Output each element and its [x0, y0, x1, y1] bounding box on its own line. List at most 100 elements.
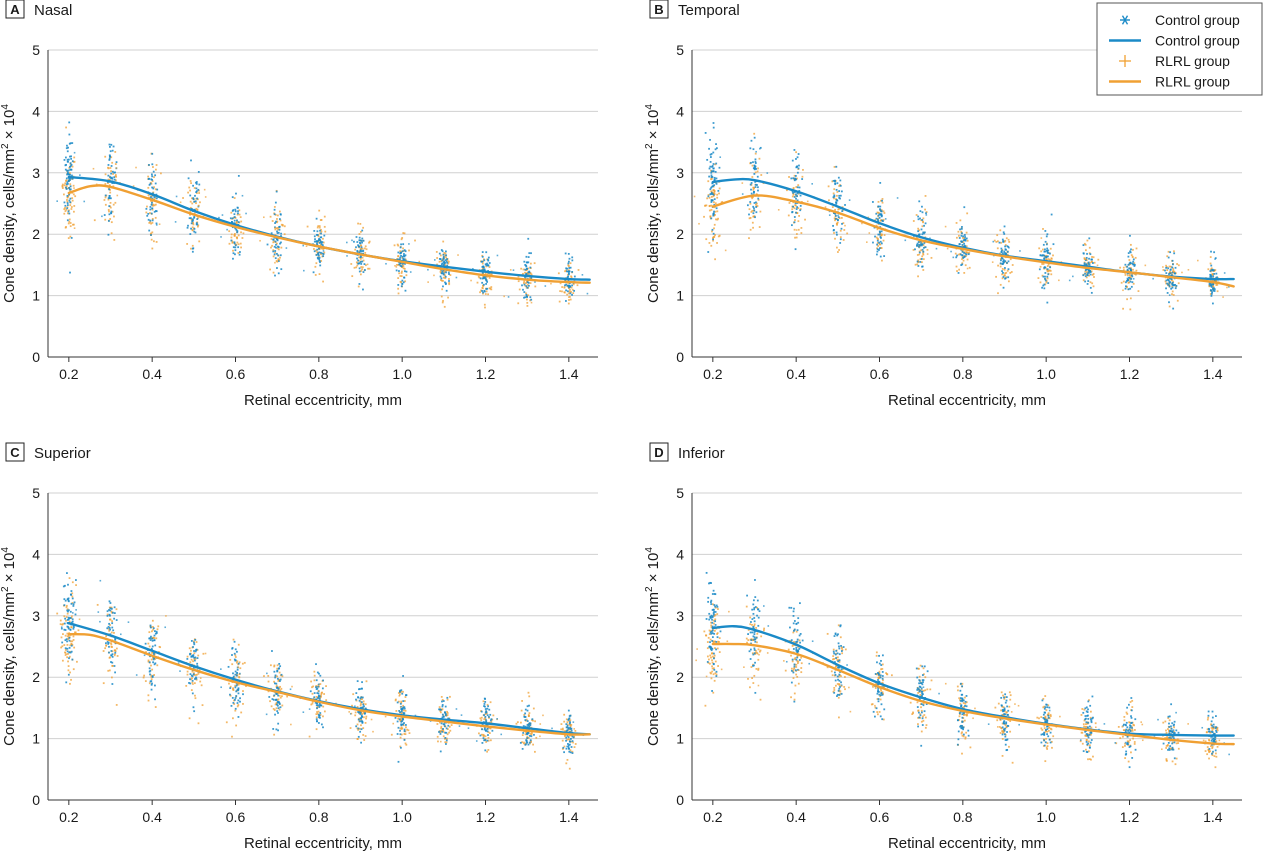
rlrl-point: [833, 687, 835, 689]
control-point: [756, 637, 758, 639]
rlrl-point: [759, 158, 761, 160]
control-point: [1005, 253, 1007, 255]
control-point: [1128, 288, 1130, 290]
rlrl-point: [927, 253, 929, 255]
control-point: [528, 256, 530, 258]
control-point: [710, 631, 712, 633]
control-point: [568, 267, 570, 269]
rlrl-point: [1123, 281, 1125, 283]
rlrl-point: [235, 725, 237, 727]
rlrl-point: [64, 184, 66, 186]
rlrl-point: [273, 681, 275, 683]
rlrl-point: [510, 269, 512, 271]
control-point: [923, 233, 925, 235]
control-point: [114, 179, 116, 181]
control-point: [750, 639, 752, 641]
control-point: [109, 146, 111, 148]
control-point: [922, 693, 924, 695]
control-point: [480, 735, 482, 737]
rlrl-point: [785, 670, 787, 672]
control-point: [242, 195, 244, 197]
control-point: [356, 241, 358, 243]
rlrl-point: [832, 206, 834, 208]
y-tick-label: 3: [32, 165, 40, 181]
rlrl-point: [148, 700, 150, 702]
control-point: [113, 146, 115, 148]
rlrl-point: [530, 733, 532, 735]
control-point: [835, 215, 837, 217]
rlrl-point: [362, 727, 364, 729]
rlrl-point: [111, 232, 113, 234]
control-point: [232, 210, 234, 212]
rlrl-point: [710, 672, 712, 674]
control-fit-line: [69, 623, 590, 734]
control-point: [962, 244, 964, 246]
rlrl-point: [564, 286, 566, 288]
rlrl-point: [706, 676, 708, 678]
control-point: [401, 285, 403, 287]
rlrl-point: [350, 727, 352, 729]
control-point: [359, 267, 361, 269]
control-point: [238, 716, 240, 718]
rlrl-point: [869, 232, 871, 234]
rlrl-point: [875, 687, 877, 689]
rlrl-point: [794, 219, 796, 221]
x-tick-label: 0.2: [59, 809, 79, 825]
rlrl-point: [800, 667, 802, 669]
control-point: [355, 246, 357, 248]
rlrl-point: [73, 224, 75, 226]
rlrl-point: [1000, 242, 1002, 244]
control-point: [112, 656, 114, 658]
rlrl-point: [924, 209, 926, 211]
scatter-points: [694, 122, 1230, 310]
rlrl-point: [1091, 282, 1093, 284]
control-point: [1044, 278, 1046, 280]
rlrl-point: [270, 216, 272, 218]
rlrl-point: [273, 666, 275, 668]
rlrl-point: [151, 231, 153, 233]
rlrl-point: [917, 275, 919, 277]
rlrl-point: [706, 197, 708, 199]
rlrl-point: [996, 234, 998, 236]
rlrl-point: [795, 666, 797, 668]
rlrl-point: [760, 174, 762, 176]
control-point: [796, 208, 798, 210]
rlrl-point: [354, 714, 356, 716]
control-point: [487, 265, 489, 267]
control-point: [114, 612, 116, 614]
control-point: [834, 180, 836, 182]
control-point: [530, 735, 532, 737]
control-point: [757, 176, 759, 178]
rlrl-point: [64, 182, 66, 184]
rlrl-point: [716, 194, 718, 196]
rlrl-point: [964, 738, 966, 740]
rlrl-point: [185, 685, 187, 687]
control-point: [799, 602, 801, 604]
control-point: [321, 241, 323, 243]
rlrl-point: [913, 220, 915, 222]
rlrl-point: [315, 262, 317, 264]
rlrl-point: [562, 728, 564, 730]
rlrl-point: [153, 176, 155, 178]
rlrl-point: [534, 262, 536, 264]
control-point: [1042, 285, 1044, 287]
rlrl-point: [400, 718, 402, 720]
control-point: [926, 214, 928, 216]
control-point: [1002, 240, 1004, 242]
control-point: [317, 252, 319, 254]
rlrl-point: [68, 237, 70, 239]
control-point: [527, 724, 529, 726]
control-point: [149, 667, 151, 669]
control-point: [445, 283, 447, 285]
rlrl-point: [801, 662, 803, 664]
rlrl-point: [397, 288, 399, 290]
rlrl-point: [1091, 256, 1093, 258]
control-point: [1043, 267, 1045, 269]
control-point: [150, 636, 152, 638]
rlrl-point: [714, 630, 716, 632]
panel-letter: C: [10, 445, 20, 460]
control-point: [753, 617, 755, 619]
rlrl-point: [202, 704, 204, 706]
control-point: [565, 723, 567, 725]
control-point: [833, 692, 835, 694]
